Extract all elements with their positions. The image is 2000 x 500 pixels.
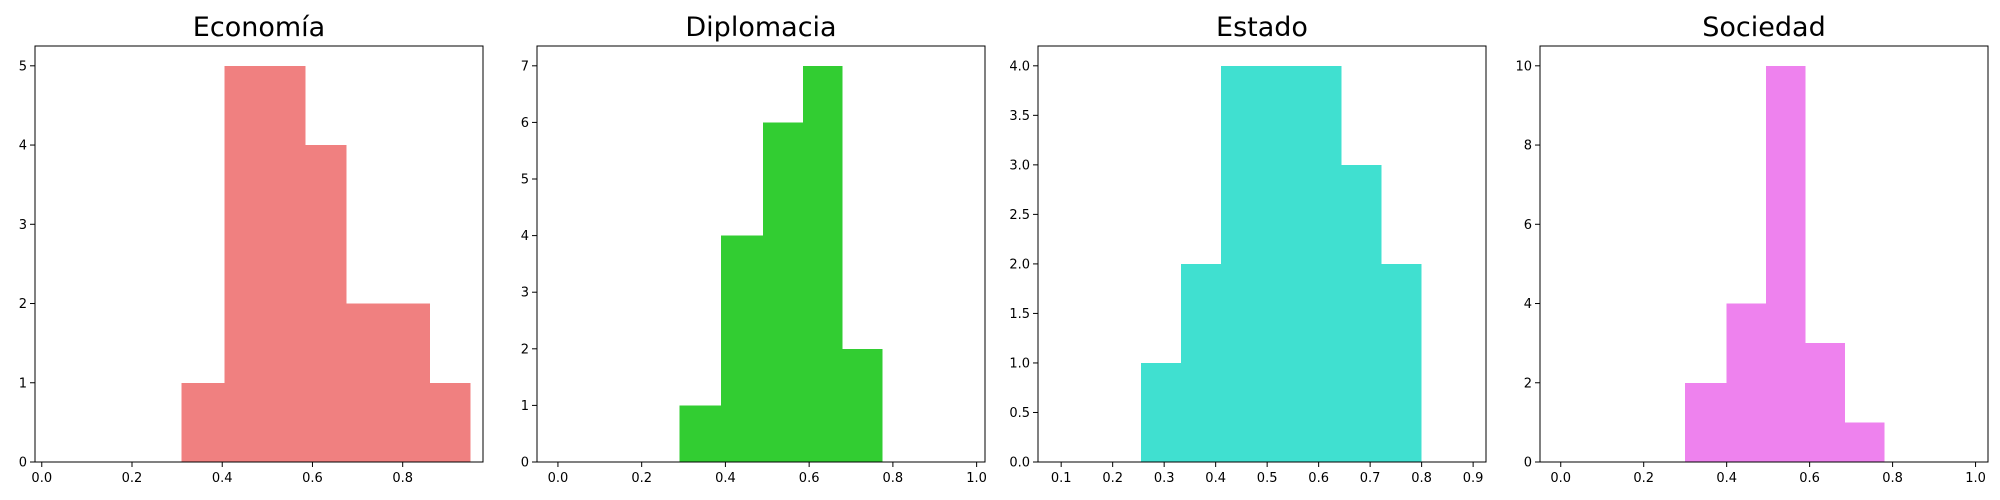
histogram-bar xyxy=(305,145,347,463)
histogram-bar xyxy=(1844,422,1885,462)
panel-title: Diplomacia xyxy=(685,12,836,43)
axes-frame xyxy=(1037,45,1487,463)
y-tick-label: 4.0 xyxy=(1009,59,1030,74)
x-tick-label: 0.4 xyxy=(212,471,233,486)
histogram-bar xyxy=(763,122,803,462)
y-tick-label: 0 xyxy=(19,456,27,471)
histogram-bar xyxy=(1726,303,1767,462)
y-tick-label: 3.5 xyxy=(1009,109,1030,124)
histogram-bar xyxy=(1766,65,1806,463)
histogram-bar xyxy=(1301,65,1342,463)
histogram-panel-1: 0.0 0.2 0.4 0.6 0.8 0 1 2 3 4 5 Economía xyxy=(19,12,484,486)
x-tick-label: 0.4 xyxy=(1716,471,1737,486)
y-tick-label: 6 xyxy=(521,116,529,131)
y-tick-label: 1 xyxy=(19,376,27,391)
x-tick-label: 1.0 xyxy=(966,471,987,486)
y-tick-label: 2.5 xyxy=(1009,208,1030,223)
x-tick-label: 0.6 xyxy=(1799,471,1820,486)
histogram-bar xyxy=(802,65,843,463)
y-tick-label: 2 xyxy=(521,342,529,357)
axes-frame xyxy=(536,45,986,463)
x-tick-label: 0.8 xyxy=(1882,471,1903,486)
y-tick-label: 6 xyxy=(1524,218,1532,233)
y-tick-label: 7 xyxy=(521,59,529,74)
x-tick-label: 0.4 xyxy=(1205,471,1226,486)
histogram-panel-4: 0.0 0.2 0.4 0.6 0.8 1.0 0 2 4 6 8 10 Sociedad xyxy=(1515,12,1989,486)
histogram-bar xyxy=(721,235,764,462)
y-tick-label: 3 xyxy=(521,286,529,301)
histogram-bar xyxy=(386,303,430,462)
x-tick-label: 0.5 xyxy=(1257,471,1278,486)
x-tick-label: 0.2 xyxy=(1633,471,1654,486)
y-tick-label: 0 xyxy=(1524,456,1532,471)
histogram-bar xyxy=(429,382,471,462)
y-tick-label: 1 xyxy=(521,399,529,414)
histogram-bar xyxy=(1805,343,1845,462)
x-tick-label: 0.1 xyxy=(1051,471,1072,486)
y-tick-label: 8 xyxy=(1524,139,1532,154)
x-tick-label: 0.3 xyxy=(1154,471,1175,486)
axes-frame xyxy=(1539,45,1989,463)
x-tick-label: 0.2 xyxy=(631,471,652,486)
x-tick-label: 1.0 xyxy=(1965,471,1986,486)
histogram-bar xyxy=(1181,263,1221,462)
x-tick-label: 0.2 xyxy=(1102,471,1123,486)
y-tick-label: 3 xyxy=(19,218,27,233)
panel-title: Economía xyxy=(193,12,325,43)
x-tick-label: 0.9 xyxy=(1463,471,1484,486)
x-tick-label: 0.2 xyxy=(122,471,143,486)
y-tick-label: 0 xyxy=(521,456,529,471)
histogram-bar xyxy=(842,348,883,462)
y-tick-label: 1.0 xyxy=(1009,356,1030,371)
y-tick-label: 2.0 xyxy=(1009,257,1030,272)
y-tick-label: 0.5 xyxy=(1009,406,1030,421)
x-tick-label: 0.8 xyxy=(392,471,413,486)
x-tick-label: 0.6 xyxy=(302,471,323,486)
histogram-bar xyxy=(224,65,268,463)
histogram-bar xyxy=(181,382,225,462)
histogram-bar xyxy=(1260,65,1302,463)
x-tick-label: 0.0 xyxy=(31,471,52,486)
y-tick-label: 5 xyxy=(19,59,27,74)
x-tick-label: 0.0 xyxy=(548,471,569,486)
histogram-bar xyxy=(1685,382,1727,462)
y-tick-label: 3.0 xyxy=(1009,158,1030,173)
x-tick-label: 0.0 xyxy=(1550,471,1571,486)
y-tick-label: 1.5 xyxy=(1009,307,1030,322)
x-tick-label: 0.4 xyxy=(715,471,736,486)
panel-title: Sociedad xyxy=(1702,12,1825,43)
y-tick-label: 5 xyxy=(521,173,529,188)
histogram-panel-3: 0.1 0.2 0.3 0.4 0.5 0.6 0.7 0.8 0.9 0.0 0.5 1.0 1.5 2… xyxy=(1009,12,1487,486)
x-tick-label: 0.6 xyxy=(1308,471,1329,486)
x-tick-label: 0.7 xyxy=(1360,471,1381,486)
y-tick-label: 4 xyxy=(521,229,529,244)
histogram-bar xyxy=(1220,65,1261,463)
y-tick-label: 0.0 xyxy=(1009,456,1030,471)
panel-title: Estado xyxy=(1216,12,1308,43)
y-tick-label: 10 xyxy=(1515,59,1532,74)
axes-frame xyxy=(34,45,484,463)
x-tick-label: 0.8 xyxy=(1411,471,1432,486)
histogram-bar xyxy=(1341,164,1382,462)
x-tick-label: 0.6 xyxy=(799,471,820,486)
histogram-bar xyxy=(267,65,306,463)
histogram-bar xyxy=(346,303,387,462)
y-tick-label: 4 xyxy=(19,139,27,154)
y-tick-label: 2 xyxy=(1524,376,1532,391)
histogram-bar xyxy=(679,405,722,462)
histogram-bar xyxy=(1381,263,1422,462)
y-tick-label: 4 xyxy=(1524,297,1532,312)
x-tick-label: 0.8 xyxy=(883,471,904,486)
histogram-panel-2: 0.0 0.2 0.4 0.6 0.8 1.0 0 1 2 3 4 5 6 7 Diplomacia xyxy=(521,12,987,486)
y-tick-label: 2 xyxy=(19,297,27,312)
histogram-bar xyxy=(1140,362,1182,462)
